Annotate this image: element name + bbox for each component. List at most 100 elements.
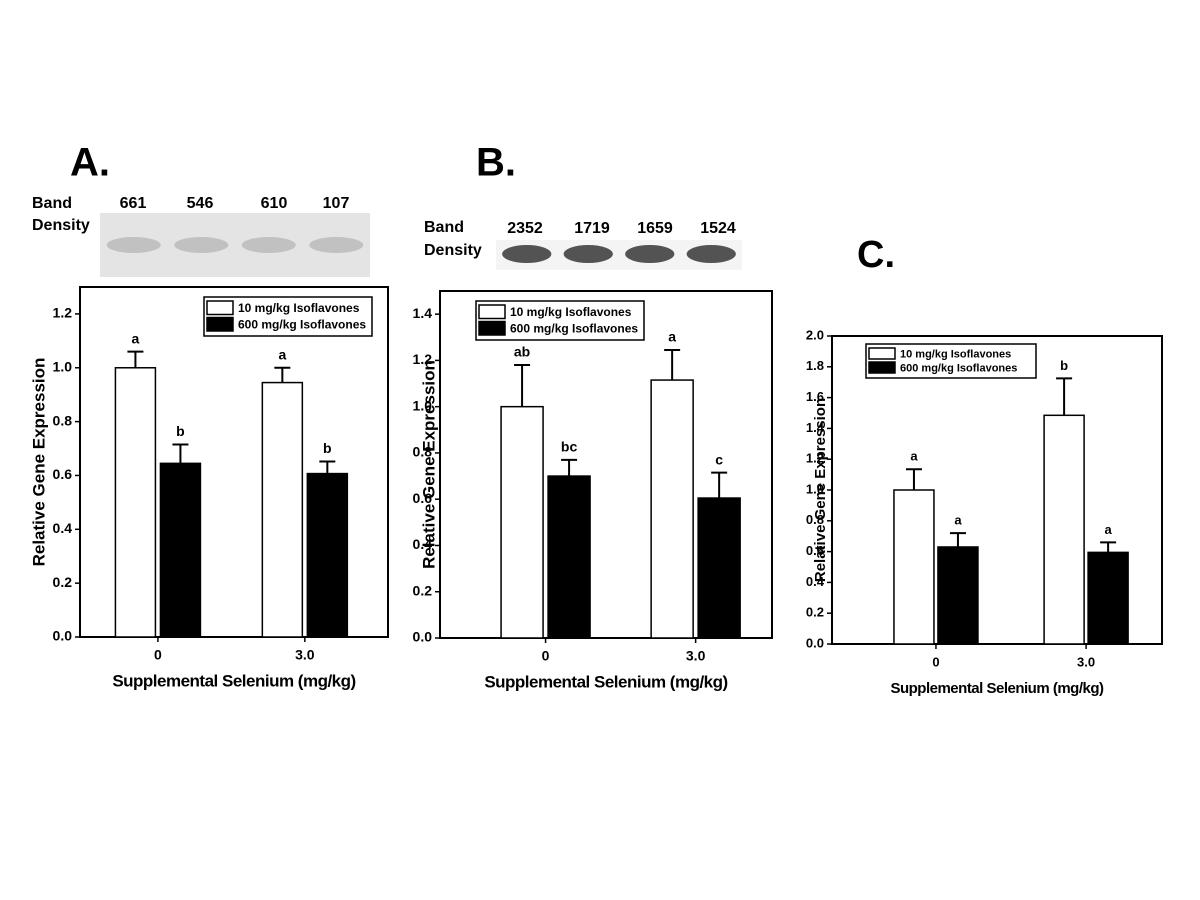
y-tick-label: 1.0 <box>53 358 73 374</box>
band-density: 610 <box>261 195 288 212</box>
bar <box>1043 414 1085 645</box>
y-tick-label: 1.2 <box>806 451 824 466</box>
bar <box>893 489 935 645</box>
y-tick-label: 1.0 <box>413 397 433 413</box>
significance-letter: a <box>132 330 140 346</box>
x-tick-label: 0 <box>932 654 939 669</box>
band-label: Band <box>32 195 72 212</box>
bar <box>114 367 157 638</box>
bar <box>500 405 544 639</box>
bar <box>159 462 202 638</box>
y-tick-label: 0.0 <box>413 629 433 645</box>
blot-band <box>502 245 552 263</box>
band-density: 546 <box>187 195 214 212</box>
significance-letter: a <box>1104 522 1112 537</box>
x-tick-label: 3.0 <box>295 647 315 663</box>
panel-label: A. <box>70 141 110 185</box>
y-tick-label: 1.4 <box>806 420 825 435</box>
blot-band <box>241 237 296 253</box>
y-tick-label: 2.0 <box>806 327 824 342</box>
blot-band <box>563 245 613 263</box>
significance-letter: bc <box>561 439 578 455</box>
band-density: 661 <box>120 195 147 212</box>
bar <box>547 475 591 639</box>
legend-swatch <box>868 361 896 374</box>
bar <box>937 546 979 645</box>
y-tick-label: 1.0 <box>806 481 824 496</box>
y-tick-label: 0.2 <box>413 582 433 598</box>
y-axis-label: Relative Gene Expression <box>419 360 438 569</box>
y-tick-label: 1.4 <box>413 305 433 321</box>
y-tick-label: 0.8 <box>413 444 433 460</box>
x-axis-label: Supplemental Selenium (mg/kg) <box>112 671 355 690</box>
band-density: 1719 <box>574 220 610 237</box>
legend-label: 600 mg/kg Isoflavones <box>238 317 366 331</box>
legend-label: 600 mg/kg Isoflavones <box>900 362 1017 374</box>
y-tick-label: 1.2 <box>53 305 73 321</box>
bar <box>650 379 694 639</box>
significance-letter: b <box>1060 358 1068 373</box>
panel-label: C. <box>857 234 895 276</box>
y-tick-label: 0.4 <box>53 520 73 536</box>
band-density: 1524 <box>700 220 736 237</box>
blot-band <box>686 245 736 263</box>
x-tick-label: 3.0 <box>686 648 706 664</box>
y-tick-label: 0.8 <box>53 412 73 428</box>
legend-swatch <box>206 316 234 332</box>
significance-letter: c <box>715 451 723 467</box>
y-tick-label: 0.4 <box>413 536 433 552</box>
band-density: 2352 <box>507 220 543 237</box>
bar <box>697 497 741 639</box>
y-tick-label: 0.2 <box>53 574 73 590</box>
significance-letter: a <box>278 346 286 362</box>
plot-frame <box>79 286 389 638</box>
legend-swatch <box>478 320 506 336</box>
band-density: 1659 <box>637 220 673 237</box>
significance-letter: ab <box>514 344 530 360</box>
y-axis-label: Relative Gene Expression <box>29 358 48 567</box>
y-tick-label: 1.8 <box>806 358 824 373</box>
legend-label: 10 mg/kg Isoflavones <box>510 305 632 319</box>
x-axis-label: Supplemental Selenium (mg/kg) <box>890 680 1104 697</box>
significance-letter: a <box>954 513 962 528</box>
blot-band <box>174 237 229 253</box>
y-tick-label: 0.8 <box>806 512 824 527</box>
significance-letter: b <box>176 423 185 439</box>
significance-letter: a <box>910 449 918 464</box>
significance-letter: a <box>668 329 676 345</box>
blot-band <box>309 237 364 253</box>
y-tick-label: 0.0 <box>53 628 73 644</box>
legend-swatch <box>868 347 896 360</box>
x-tick-label: 0 <box>542 648 550 664</box>
band-label: Density <box>424 242 482 259</box>
y-tick-label: 0.2 <box>806 605 824 620</box>
y-tick-label: 0.4 <box>806 574 825 589</box>
bar <box>261 381 304 638</box>
panel-label: B. <box>476 141 516 185</box>
bar <box>1087 551 1129 645</box>
x-axis-label: Supplemental Selenium (mg/kg) <box>484 672 727 691</box>
significance-letter: b <box>323 440 332 456</box>
plot-frame <box>439 290 773 639</box>
legend-label: 10 mg/kg Isoflavones <box>900 348 1011 360</box>
bar <box>306 472 349 638</box>
y-tick-label: 0.6 <box>806 543 824 558</box>
legend-label: 10 mg/kg Isoflavones <box>238 301 360 315</box>
legend-swatch <box>206 300 234 316</box>
blot-band <box>106 237 161 253</box>
legend-label: 600 mg/kg Isoflavones <box>510 321 638 335</box>
band-density: 107 <box>323 195 350 212</box>
legend-swatch <box>478 304 506 320</box>
band-label: Band <box>424 219 464 236</box>
y-tick-label: 1.6 <box>806 389 824 404</box>
y-tick-label: 0.0 <box>806 635 824 650</box>
y-tick-label: 0.6 <box>53 466 73 482</box>
y-tick-label: 1.2 <box>413 351 433 367</box>
x-tick-label: 3.0 <box>1077 654 1095 669</box>
x-tick-label: 0 <box>154 647 162 663</box>
band-label: Density <box>32 217 90 234</box>
y-tick-label: 0.6 <box>413 490 433 506</box>
y-axis-label: Relative Gene Expression <box>812 398 829 582</box>
